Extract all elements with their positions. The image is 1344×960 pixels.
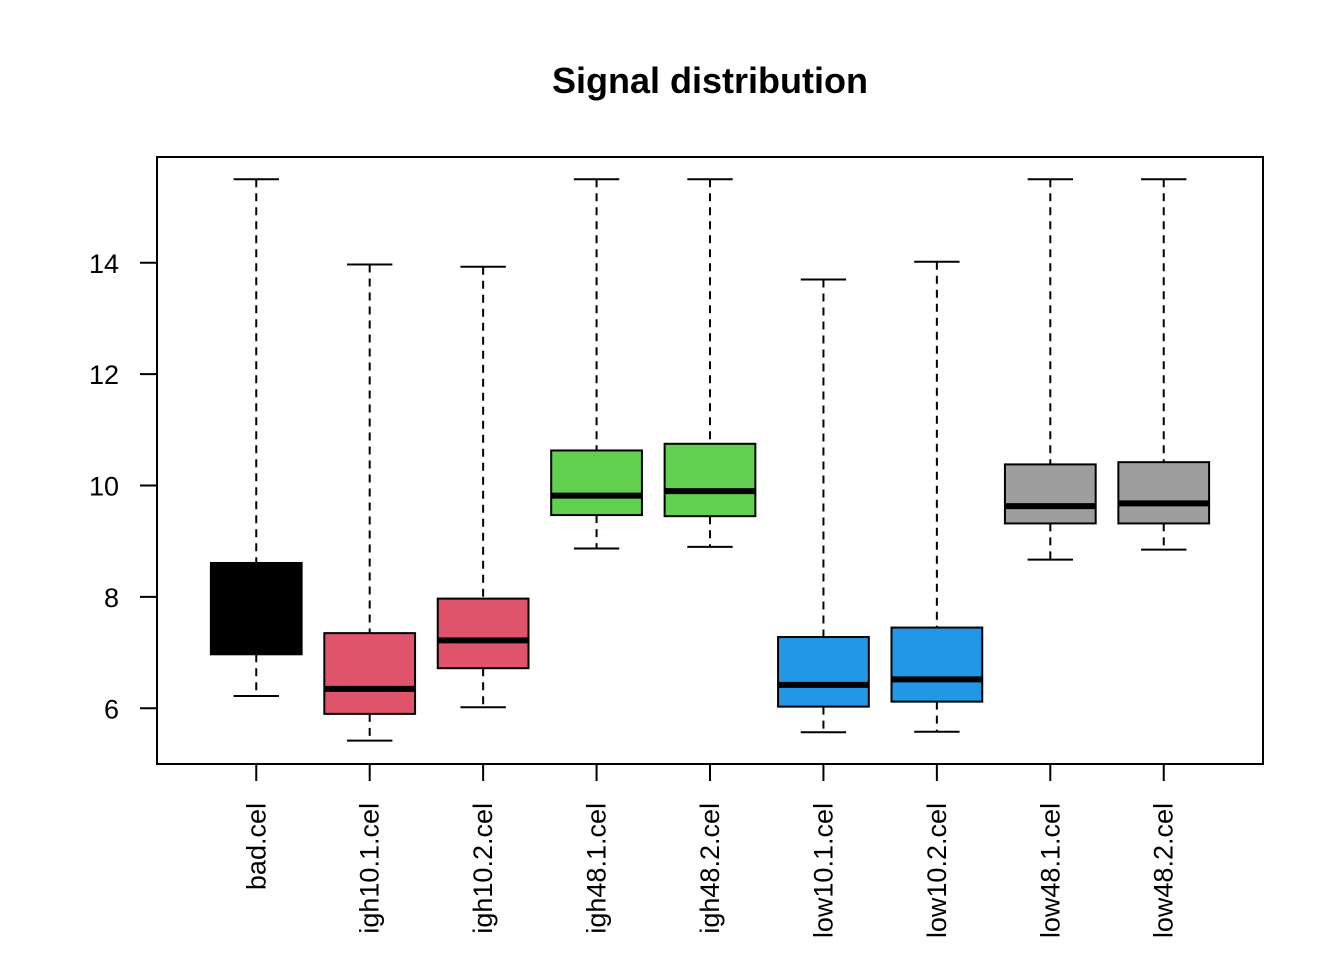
y-tick-label: 12 — [89, 360, 119, 390]
x-axis: bad.cel igh10.1.cel igh10.2.cel igh48.1.cel… — [241, 763, 1179, 938]
box-low48.1.cel — [1003, 178, 1097, 561]
y-tick-label: 10 — [89, 472, 119, 502]
x-category-label: igh10.2.cel — [468, 803, 498, 934]
y-tick-label: 8 — [104, 583, 119, 613]
y-tick-label: 6 — [104, 694, 119, 724]
boxes-layer — [209, 178, 1211, 742]
box-low48.2.cel — [1117, 178, 1211, 551]
box-bad.cel — [209, 178, 303, 698]
box-body — [323, 632, 417, 715]
x-category-label: low10.1.cel — [808, 803, 838, 938]
box-igh48.1.cel — [550, 178, 643, 550]
x-category-label: bad.cel — [241, 803, 271, 890]
box-low10.1.cel — [777, 278, 870, 734]
box-body — [1117, 461, 1211, 525]
box-igh10.1.cel — [323, 263, 417, 742]
box-body — [1003, 463, 1097, 525]
box-body — [550, 449, 643, 517]
x-category-label: low10.2.cel — [922, 803, 952, 938]
x-category-label: igh48.2.cel — [695, 803, 725, 934]
box-body — [777, 636, 870, 708]
box-body — [663, 442, 757, 518]
x-category-label: igh48.1.cel — [582, 803, 612, 934]
y-tick-label: 14 — [89, 249, 119, 279]
x-category-label: low48.1.cel — [1035, 803, 1065, 938]
box-body — [890, 626, 984, 703]
box-body — [436, 597, 530, 670]
x-category-label: low48.2.cel — [1149, 803, 1179, 938]
chart-title: Signal distribution — [552, 60, 868, 101]
x-category-label: igh10.1.cel — [355, 803, 385, 934]
box-igh48.2.cel — [663, 178, 757, 548]
box-low10.2.cel — [890, 260, 984, 733]
y-axis: 6 8 10 12 14 — [89, 249, 158, 724]
box-igh10.2.cel — [436, 265, 530, 709]
